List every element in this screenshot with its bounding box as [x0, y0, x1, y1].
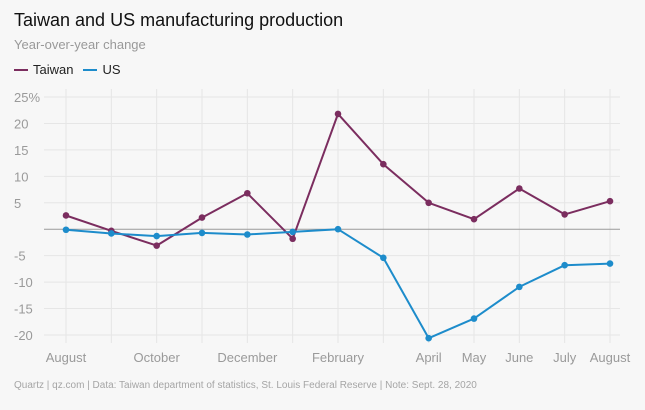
chart-subtitle: Year-over-year change [14, 37, 146, 52]
legend-item-taiwan: Taiwan [14, 62, 73, 77]
x-tick-label: February [312, 350, 365, 365]
data-point-us [516, 283, 523, 291]
x-tick-label: August [46, 350, 87, 365]
data-point-taiwan [470, 215, 478, 223]
y-tick-label: -15 [14, 302, 33, 317]
data-point-us [606, 260, 614, 267]
data-point-us [62, 226, 70, 234]
data-point-taiwan [380, 160, 387, 168]
legend: Taiwan US [14, 62, 131, 77]
data-point-taiwan [606, 197, 614, 205]
y-tick-label: 20 [14, 116, 28, 131]
data-point-us [470, 315, 478, 322]
data-point-us [334, 225, 342, 233]
y-tick-label: -20 [14, 328, 33, 343]
x-tick-label: October [134, 350, 181, 365]
x-tick-label: May [462, 350, 487, 365]
data-point-us [561, 261, 568, 269]
data-point-us [425, 334, 432, 342]
x-tick-label: April [416, 350, 442, 365]
source-footer: Quartz | qz.com | Data: Taiwan departmen… [14, 380, 477, 391]
y-tick-label: 25% [14, 90, 40, 105]
data-point-taiwan [516, 185, 523, 192]
legend-swatch-taiwan [14, 68, 28, 71]
x-tick-label: December [217, 350, 278, 365]
y-tick-label: 15 [14, 143, 28, 158]
data-point-taiwan [153, 242, 160, 249]
legend-label-us: US [102, 62, 121, 77]
legend-swatch-us [83, 68, 98, 71]
x-tick-label: July [553, 350, 577, 365]
data-point-taiwan [244, 189, 251, 197]
y-tick-label: -10 [14, 275, 33, 290]
legend-label-taiwan: Taiwan [33, 62, 74, 77]
x-tick-label: June [505, 350, 533, 365]
data-point-taiwan [62, 212, 70, 219]
x-tick-label: August [590, 350, 631, 365]
data-point-taiwan [198, 214, 206, 221]
legend-item-us: US [83, 62, 121, 77]
y-tick-label: 10 [14, 169, 28, 184]
data-point-taiwan [561, 211, 568, 218]
data-point-us [289, 228, 296, 236]
data-point-taiwan [289, 235, 296, 243]
chart-title: Taiwan and US manufacturing production [14, 10, 344, 30]
data-point-taiwan [425, 199, 432, 207]
y-tick-label: -5 [14, 249, 26, 264]
data-point-us [153, 232, 160, 240]
data-point-us [198, 229, 206, 237]
y-tick-label: 5 [14, 196, 21, 211]
data-point-us [244, 231, 251, 238]
data-point-us [108, 230, 115, 237]
data-point-us [380, 254, 387, 262]
data-point-taiwan [334, 110, 342, 118]
